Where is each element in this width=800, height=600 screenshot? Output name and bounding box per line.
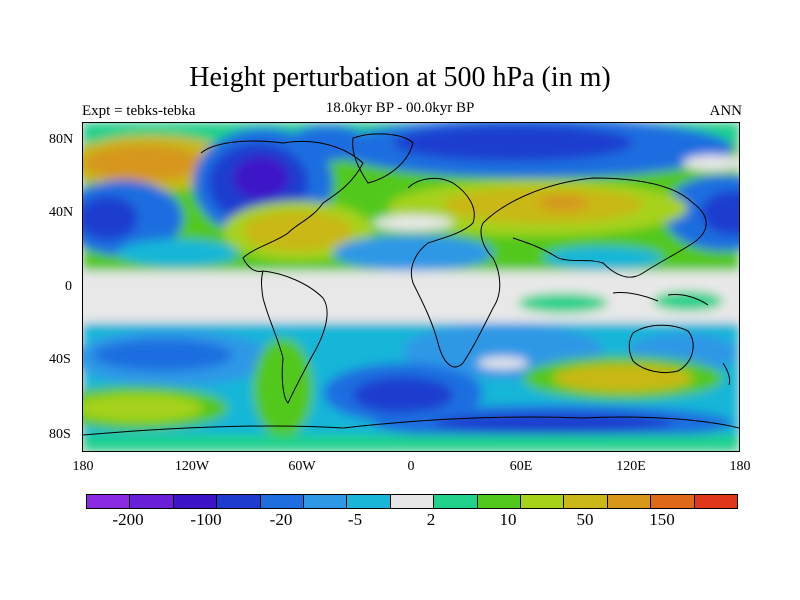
lat-tick-80s: 80S xyxy=(49,427,71,442)
lon-tick-0: 0 xyxy=(407,459,415,474)
lon-tick-180e: 180 xyxy=(729,459,751,474)
colorbar-swatch xyxy=(521,495,565,508)
lat-tick-eq: 0 xyxy=(65,279,72,294)
colorbar-swatch xyxy=(87,495,131,508)
lon-tick-180w: 180 xyxy=(72,459,94,474)
contour-fill xyxy=(83,123,739,451)
lat-tick-80n: 80N xyxy=(49,132,74,147)
colorbar xyxy=(86,494,738,509)
lon-tick-60e: 60E xyxy=(509,459,533,474)
experiment-label: Expt = tebks-tebka xyxy=(82,103,196,119)
coastlines xyxy=(83,133,739,436)
colorbar-swatch xyxy=(390,495,435,508)
colorbar-label: -20 xyxy=(269,510,293,529)
period-label: 18.0kyr BP - 00.0kyr BP xyxy=(325,100,475,116)
colorbar-label: 150 xyxy=(649,510,675,529)
colorbar-swatch xyxy=(260,495,305,508)
lon-tick-60w: 60W xyxy=(288,459,316,474)
colorbar-swatch xyxy=(347,495,391,508)
colorbar-label: -100 xyxy=(190,510,222,529)
season-label: ANN xyxy=(709,103,743,119)
colorbar-swatch xyxy=(217,495,261,508)
colorbar-swatch xyxy=(651,495,695,508)
colorbar-swatch xyxy=(434,495,478,508)
colorbar-swatch xyxy=(130,495,174,508)
lat-tick-40n: 40N xyxy=(49,205,74,220)
lon-tick-120w: 120W xyxy=(174,459,210,474)
lat-tick-40s: 40S xyxy=(49,352,71,367)
height-perturbation-map xyxy=(83,123,739,451)
colorbar-label: 2 xyxy=(426,510,436,529)
colorbar-label: -5 xyxy=(347,510,363,529)
colorbar-swatch xyxy=(694,495,738,508)
colorbar-label: 50 xyxy=(576,510,594,529)
colorbar-swatch xyxy=(477,495,522,508)
colorbar-swatch xyxy=(304,495,348,508)
colorbar-label: -200 xyxy=(112,510,144,529)
lon-tick-120e: 120E xyxy=(616,459,646,474)
colorbar-label: 10 xyxy=(499,510,517,529)
map-panel xyxy=(82,122,740,452)
colorbar-swatch xyxy=(564,495,608,508)
plot-title: Height perturbation at 500 hPa (in m) xyxy=(189,62,611,93)
colorbar-swatch xyxy=(607,495,652,508)
colorbar-swatch xyxy=(173,495,218,508)
